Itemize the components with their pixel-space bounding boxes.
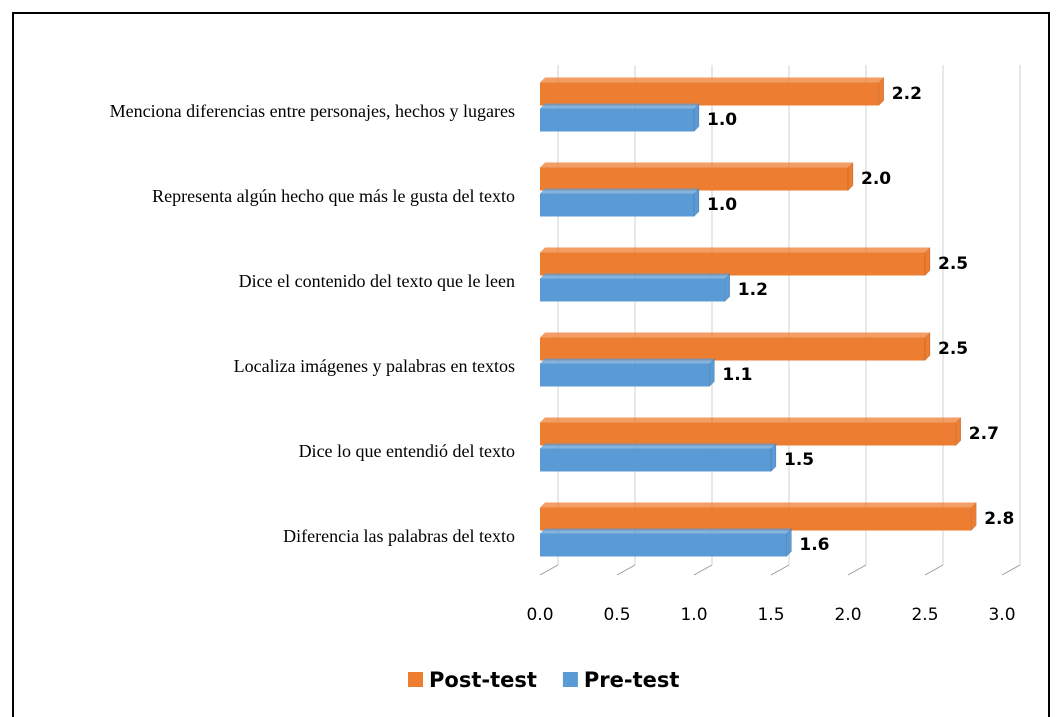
legend-label: Post-test [429,668,537,692]
data-label: 2.5 [938,339,968,359]
bar [540,278,725,302]
x-tick-label: 1.5 [757,605,784,625]
bar-top [540,162,853,168]
data-label: 2.2 [892,84,922,104]
data-label: 2.7 [969,424,999,444]
category-label: Menciona diferencias entre personajes, h… [35,98,515,124]
data-label: 1.6 [799,535,829,555]
legend-swatch [408,672,423,687]
data-label: 1.5 [784,450,814,470]
bar-group [540,527,792,558]
bar-top [540,417,961,423]
category-label-text: Localiza imágenes y palabras en textos [233,355,515,376]
category-label-text: Menciona diferencias entre personajes, h… [109,100,515,121]
data-label: 1.0 [707,110,737,130]
category-label-text: Dice lo que entendió del texto [298,440,515,461]
data-label: 1.2 [738,280,768,300]
bar-top [540,77,884,83]
x-tick-label: 0.0 [526,605,553,625]
grid-line-depth [693,564,713,576]
data-label: 2.8 [984,509,1014,529]
bar-group [540,102,700,133]
grid-line-depth [539,564,559,576]
bar-top [540,247,930,253]
bar-group [540,357,715,388]
category-label: Representa algún hecho que más le gusta … [35,183,515,209]
bar-top [540,273,730,279]
category-label: Dice el contenido del texto que le leen [35,268,515,294]
x-tick-label: 2.5 [911,605,938,625]
bar-top [540,332,930,338]
bar-group [540,187,700,218]
chart-frame [12,12,1050,717]
grid-line-depth [616,564,636,576]
category-label: Dice lo que entendió del texto [35,438,515,464]
grid-line-depth [770,564,790,576]
bar-group [540,501,977,532]
bar [540,337,925,361]
bar [540,448,771,472]
bar-top [540,502,977,508]
grid-line-depth [924,564,944,576]
bar-group [540,272,731,303]
bar [540,108,694,132]
bar-group [540,246,931,277]
legend-label: Pre-test [584,668,680,692]
data-label: 2.0 [861,169,891,189]
bar-top [540,528,792,534]
category-label: Diferencia las palabras del texto [35,523,515,549]
bar [540,193,694,217]
data-label: 1.0 [707,195,737,215]
x-tick-label: 3.0 [988,605,1015,625]
bar-group [540,331,931,362]
bar-group [540,161,854,192]
legend-swatch [562,672,578,687]
bar-top [540,443,776,449]
bar [540,252,925,276]
bar-top [540,358,715,364]
bar-top [540,188,699,194]
category-label-text: Dice el contenido del texto que le leen [238,270,515,291]
bar-group [540,416,962,447]
bar [540,82,879,106]
bar-group [540,76,885,107]
bar [540,507,972,531]
grid-line-depth [847,564,867,576]
bar [540,363,710,387]
category-label-text: Diferencia las palabras del texto [283,525,515,546]
bar [540,533,787,557]
bar [540,422,956,446]
data-label: 1.1 [722,365,752,385]
x-tick-label: 0.5 [603,605,630,625]
category-label-text: Representa algún hecho que más le gusta … [152,185,515,206]
x-tick-label: 1.0 [680,605,707,625]
bar-group [540,442,777,473]
grid-line-depth [1001,564,1021,576]
category-label: Localiza imágenes y palabras en textos [35,353,515,379]
bar [540,167,848,191]
x-tick-label: 2.0 [834,605,861,625]
data-label: 2.5 [938,254,968,274]
bar-top [540,103,699,109]
